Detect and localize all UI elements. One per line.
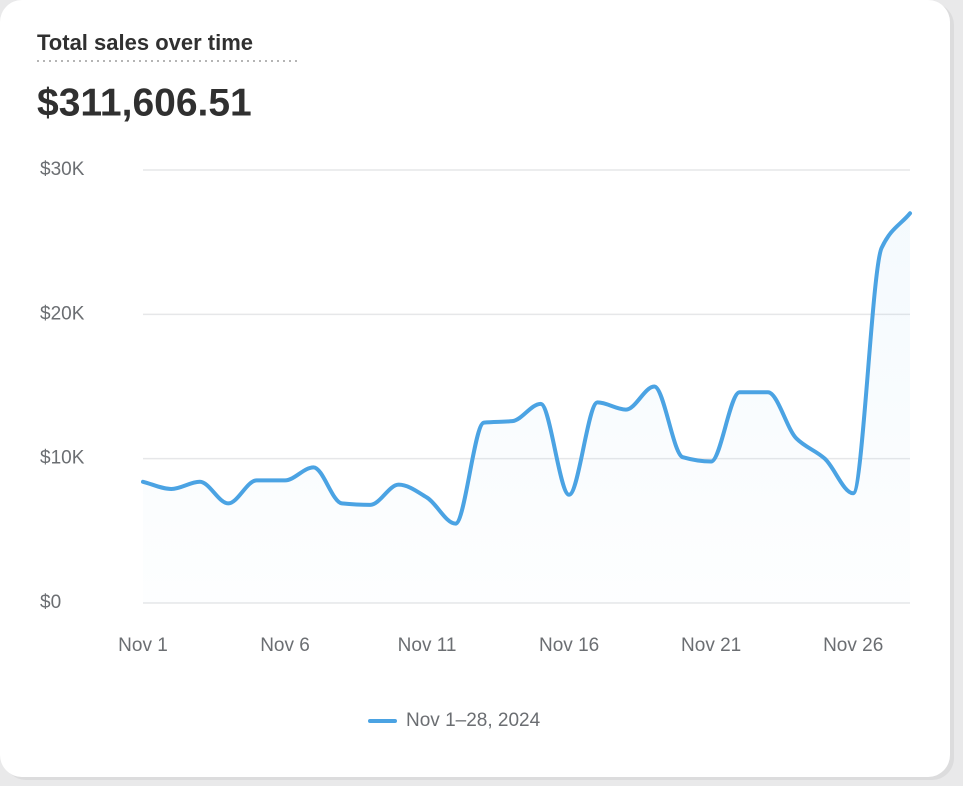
x-tick-label: Nov 26: [823, 635, 883, 656]
y-tick-label: $0: [40, 592, 61, 613]
chart-title: Total sales over time: [37, 30, 253, 55]
total-value: $311,606.51: [37, 81, 252, 124]
x-tick-label: Nov 11: [398, 635, 457, 656]
x-tick-label: Nov 21: [681, 635, 741, 656]
x-tick-label: Nov 6: [260, 635, 310, 656]
y-tick-label: $30K: [40, 159, 85, 180]
y-tick-label: $10K: [40, 448, 85, 469]
card: [0, 0, 950, 777]
x-tick-label: Nov 16: [539, 635, 599, 656]
y-tick-label: $20K: [40, 303, 85, 324]
x-tick-label: Nov 1: [118, 635, 168, 656]
area: [143, 213, 910, 604]
legend-label: Nov 1–28, 2024: [406, 710, 541, 731]
line: [141, 211, 912, 526]
